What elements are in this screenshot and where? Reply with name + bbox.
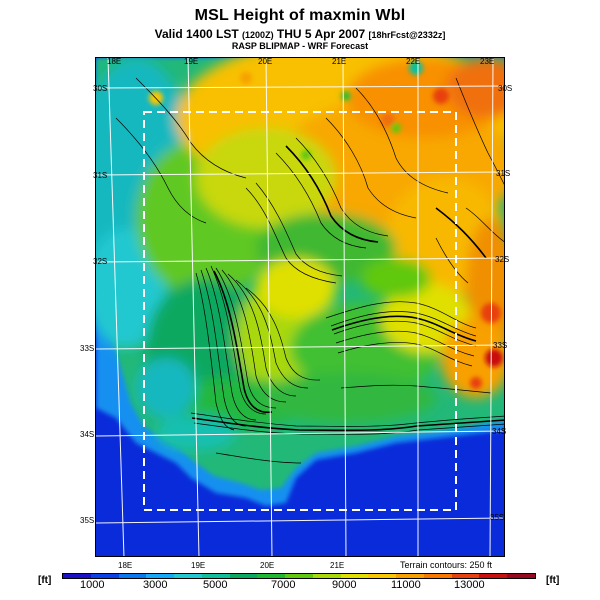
colorbar-segment (257, 574, 286, 578)
height-field (96, 58, 504, 451)
colorbar-segment (368, 574, 397, 578)
chart-source: RASP BLIPMAP - WRF Forecast (231, 41, 369, 51)
colorbar-segment (201, 574, 230, 578)
bottom-tick-20e: 20E (260, 561, 275, 570)
graticule (96, 58, 504, 556)
top-tick-20e: 20E (258, 57, 273, 66)
colorbar-label-11000: 11000 (391, 579, 421, 591)
colorbar-label-7000: 7000 (271, 579, 296, 591)
top-tick-21e: 21E (332, 57, 347, 66)
colorbar-segment (396, 574, 424, 578)
left-tick-34s: 34S (80, 430, 95, 439)
colorbar-segment (285, 574, 313, 578)
colorbar-label-9000: 9000 (332, 579, 357, 591)
colorbar-segment (340, 574, 369, 578)
right-tick-34s: 34S (492, 427, 507, 436)
top-tick-22e: 22E (406, 57, 421, 66)
left-tick-32s: 32S (93, 257, 108, 266)
unit-label-left: [ft] (38, 575, 52, 586)
right-tick-32s: 32S (495, 255, 510, 264)
colorbar-segment (146, 574, 175, 578)
colorbar-segment (423, 574, 452, 578)
left-tick-30s: 30S (93, 84, 108, 93)
left-tick-35s: 35S (80, 516, 95, 525)
top-tick-18e: 18E (107, 57, 122, 66)
colorbar-segment (507, 574, 536, 578)
terrain-contour-note: Terrain contours: 250 ft (400, 560, 493, 570)
colorbar-label-5000: 5000 (203, 579, 228, 591)
colorbar-label-3000: 3000 (143, 579, 168, 591)
map-canvas (96, 58, 504, 556)
top-tick-19e: 19E (184, 57, 199, 66)
utc-time: (1200Z) (242, 30, 274, 40)
colorbar-segment (451, 574, 480, 578)
colorbar-segment (118, 574, 147, 578)
left-tick-31s: 31S (93, 171, 108, 180)
left-tick-33s: 33S (80, 344, 95, 353)
colorbar-label-1000: 1000 (80, 579, 105, 591)
right-tick-31s: 31S (496, 169, 511, 178)
bottom-tick-21e: 21E (330, 561, 345, 570)
colorbar-segment (90, 574, 119, 578)
forecast-date: THU 5 Apr 2007 (276, 27, 366, 41)
right-tick-33s: 33S (493, 341, 508, 350)
color-scale-bar (62, 573, 536, 579)
chart-subtitle: Valid 1400 LST (1200Z) THU 5 Apr 2007 [1… (0, 27, 600, 41)
valid-time: Valid 1400 LST (154, 27, 239, 41)
chart-title: MSL Height of maxmin Wbl (194, 7, 406, 24)
right-tick-35s: 35S (490, 513, 505, 522)
colorbar-segment (479, 574, 508, 578)
bottom-tick-18e: 18E (118, 561, 133, 570)
unit-label-right: [ft] (546, 575, 560, 586)
colorbar-segment (312, 574, 341, 578)
colorbar-label-13000: 13000 (454, 579, 485, 591)
bottom-tick-19e: 19E (191, 561, 206, 570)
right-tick-30s: 30S (498, 84, 513, 93)
forecast-run: [18hrFcst@2332z] (368, 30, 446, 40)
colorbar-segment (63, 574, 91, 578)
inner-domain-boundary (143, 111, 457, 511)
colorbar-segment (174, 574, 202, 578)
top-tick-23e: 23E (480, 57, 495, 66)
colorbar-segment (229, 574, 258, 578)
map-panel (95, 57, 505, 557)
